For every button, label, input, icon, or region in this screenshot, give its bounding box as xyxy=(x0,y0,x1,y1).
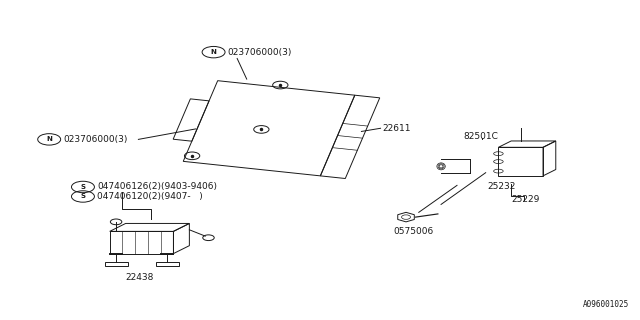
Text: 023706000(3): 023706000(3) xyxy=(63,135,127,144)
Text: 047406120(2)(9407-   ): 047406120(2)(9407- ) xyxy=(97,192,203,201)
Text: 22611: 22611 xyxy=(383,124,411,133)
Text: 82501C: 82501C xyxy=(463,132,499,141)
Text: 047406126(2)(9403-9406): 047406126(2)(9403-9406) xyxy=(97,182,217,191)
Text: 22438: 22438 xyxy=(125,273,154,282)
Text: 25229: 25229 xyxy=(511,195,540,204)
Text: N: N xyxy=(46,136,52,142)
Text: 0575006: 0575006 xyxy=(394,227,433,236)
Text: 023706000(3): 023706000(3) xyxy=(228,48,292,57)
Text: A096001025: A096001025 xyxy=(583,300,629,309)
Text: 25232: 25232 xyxy=(487,182,515,191)
Text: S: S xyxy=(81,184,86,190)
Text: N: N xyxy=(211,49,216,55)
Text: S: S xyxy=(81,194,86,199)
